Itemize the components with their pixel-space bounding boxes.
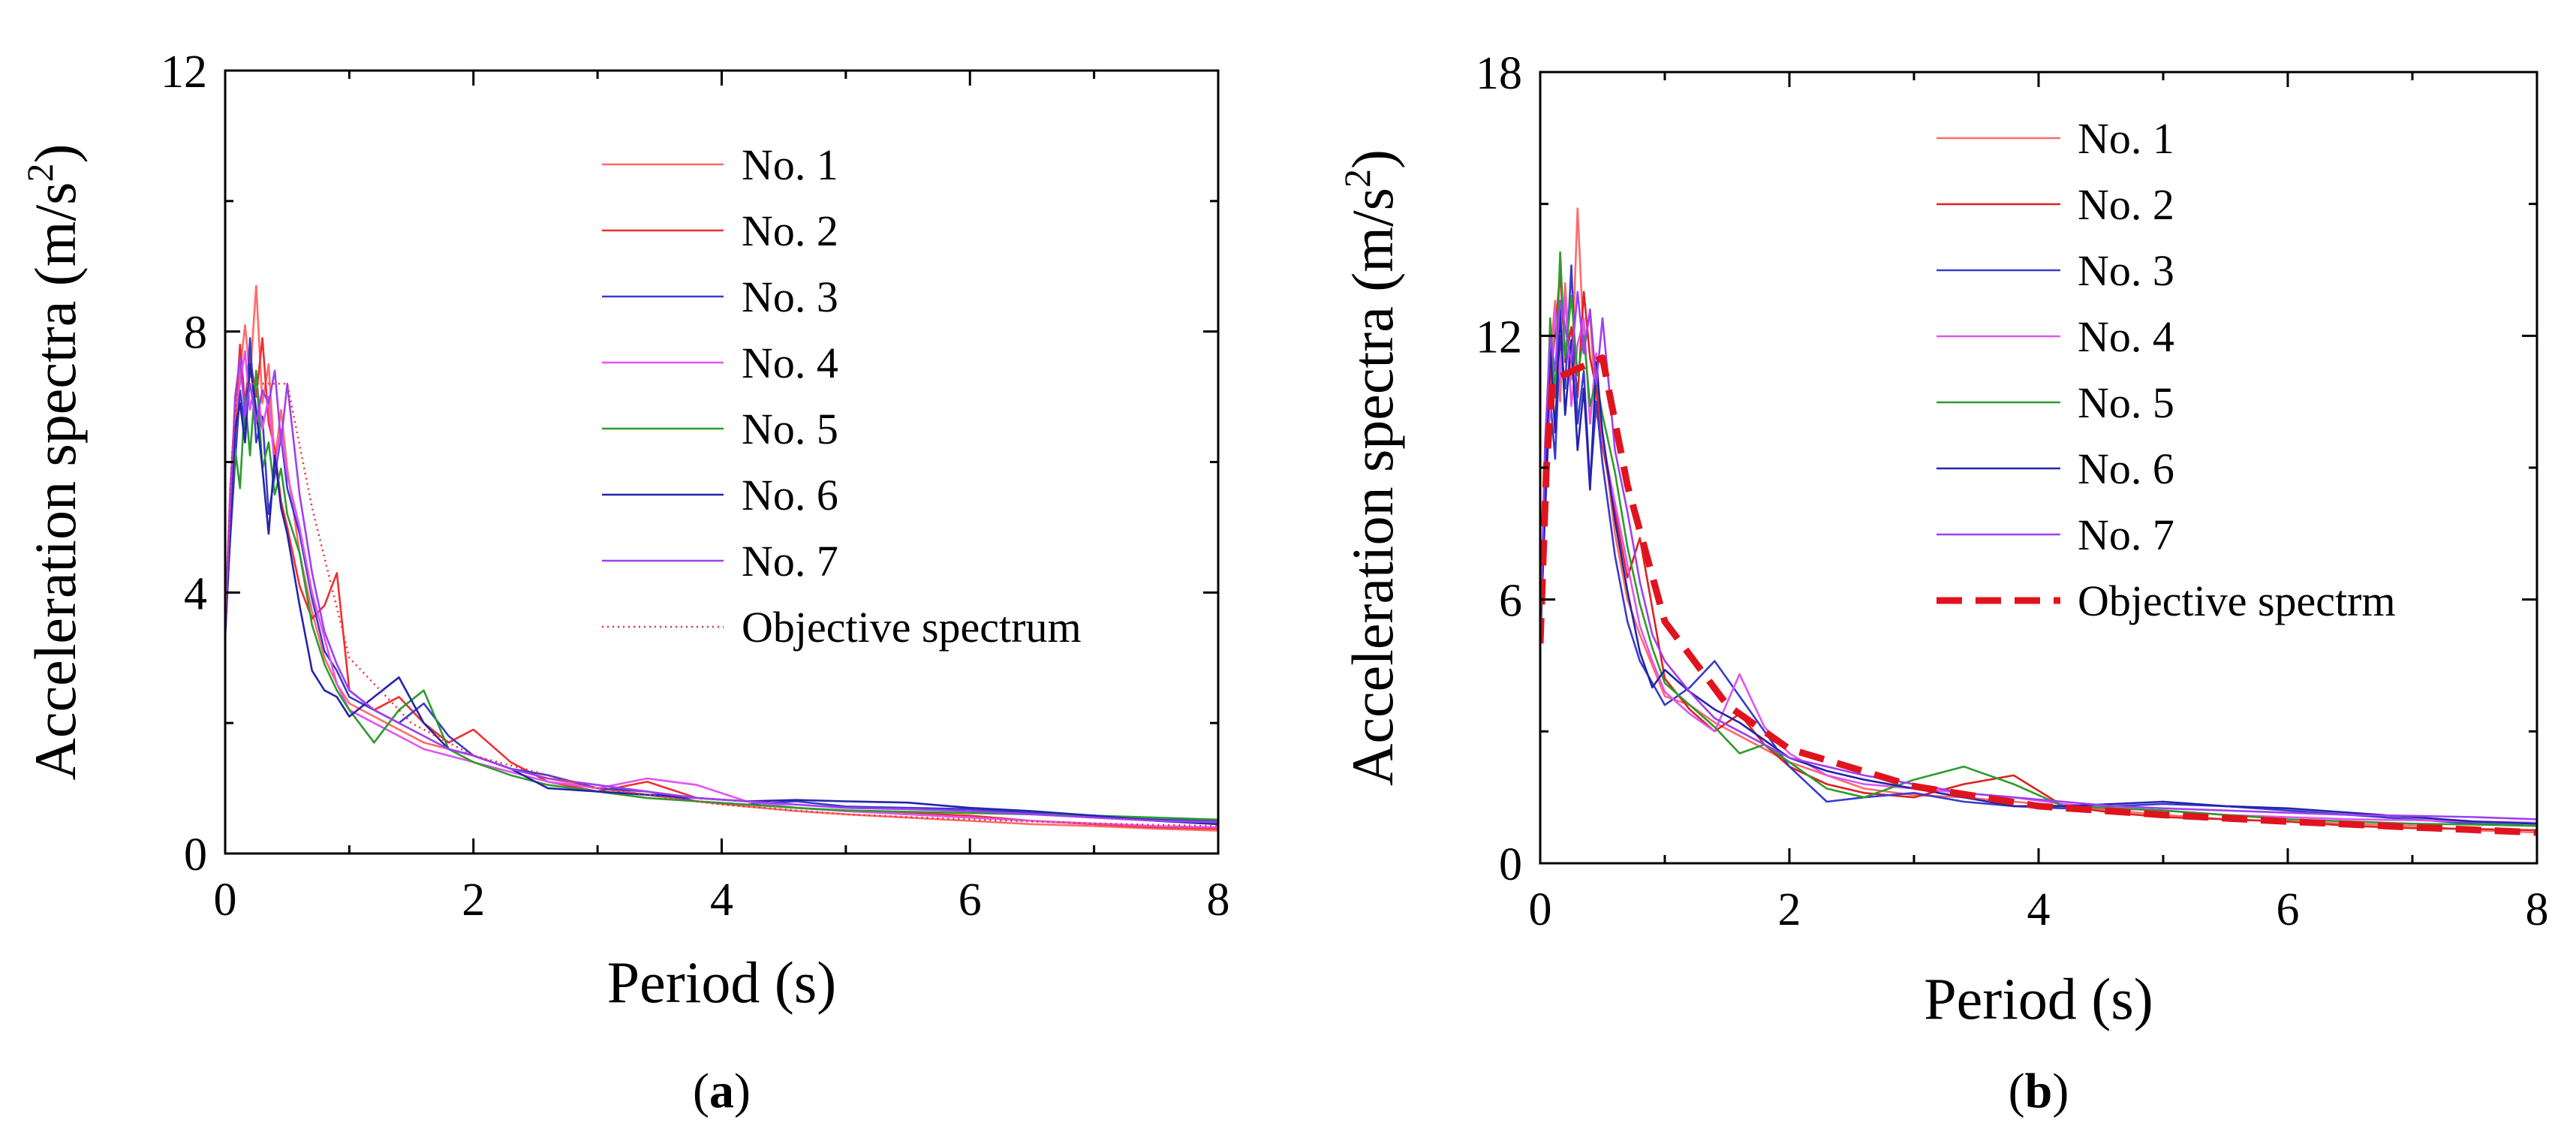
legend-label-8: Objective spectrm <box>2078 577 2396 625</box>
series-line-5 <box>1540 251 2537 827</box>
x-tick-label: 0 <box>214 875 237 926</box>
legend-label-5: No. 5 <box>2078 378 2174 427</box>
y-axis-title-close: ) <box>23 144 88 164</box>
legend-label-1: No. 1 <box>2078 114 2174 163</box>
x-tick-label: 4 <box>2027 884 2051 935</box>
series-line-7 <box>225 357 1218 823</box>
series-line-7 <box>1540 291 2537 820</box>
y-tick-label: 12 <box>161 47 207 98</box>
x-tick-label: 6 <box>958 875 982 926</box>
legend-label-2: No. 2 <box>742 206 838 255</box>
series-lines <box>225 285 1218 832</box>
series-line-1 <box>225 285 1218 832</box>
legend-label-1: No. 1 <box>742 140 838 189</box>
series-line-3 <box>1540 264 2537 827</box>
chart-panel-b: 0 2 4 6 8 0 6 12 18 Period (s) Acceleration spectr… <box>1336 48 2549 1118</box>
y-axis-title: Acceleration spectra (m/s2) <box>19 144 88 781</box>
legend-label-3: No. 3 <box>742 272 838 321</box>
y-axis-title-text: Acceleration spectra (m/s <box>1340 188 1405 786</box>
series-line-8 <box>1540 354 2537 836</box>
y-axis-title-text: Acceleration spectra (m/s <box>23 182 88 781</box>
legend-label-3: No. 3 <box>2078 246 2174 295</box>
panel-label-letter: a <box>709 1064 734 1118</box>
series-line-2 <box>1540 269 2537 832</box>
series-line-4 <box>225 350 1218 829</box>
legend-label-4: No. 4 <box>2078 312 2174 361</box>
legend-label-7: No. 7 <box>742 537 838 586</box>
panel-label-open: ( <box>693 1064 709 1118</box>
legend-label-6: No. 6 <box>742 471 838 519</box>
legend: No. 1 No. 2 No. 3 No. 4 No. 5 No. 6 No. 7 Objec… <box>1937 114 2396 625</box>
y-axis-title-superscript: 2 <box>19 164 61 182</box>
panel-label-close: ) <box>734 1064 751 1118</box>
series-line-3 <box>225 337 1218 822</box>
y-axis-title-superscript: 2 <box>1336 169 1378 188</box>
series-line-1 <box>1540 207 2537 834</box>
y-tick-label: 8 <box>184 308 207 359</box>
x-tick-label: 2 <box>1778 884 1801 935</box>
chart-panel-a: 0 2 4 6 8 0 4 8 12 Period (s) Acceleration spectra… <box>19 47 1230 1118</box>
panel-label-close: ) <box>2052 1064 2069 1118</box>
series-line-8 <box>225 382 1218 827</box>
x-axis-title: Period (s) <box>1924 966 2153 1031</box>
x-tick-label: 6 <box>2277 884 2300 935</box>
y-axis-title-close: ) <box>1340 149 1405 169</box>
legend-label-2: No. 2 <box>2078 180 2174 229</box>
y-tick-label: 18 <box>1476 48 1522 99</box>
panel-label-letter: b <box>2025 1064 2053 1118</box>
x-tick-label: 8 <box>2526 884 2549 935</box>
series-lines <box>1540 207 2537 836</box>
legend: No. 1 No. 2 No. 3 No. 4 No. 5 No. 6 No. 7 Objec… <box>602 140 1082 652</box>
legend-label-5: No. 5 <box>742 405 838 453</box>
series-line-2 <box>225 337 1218 830</box>
legend-label-7: No. 7 <box>2078 510 2174 559</box>
y-axis-title: Acceleration spectra (m/s2) <box>1336 149 1405 786</box>
panel-label: (b) <box>2009 1064 2069 1118</box>
x-tick-label: 4 <box>710 875 733 926</box>
legend-label-8: Objective spectrum <box>742 603 1082 652</box>
series-line-4 <box>1540 295 2537 824</box>
y-tick-label: 6 <box>1499 576 1522 627</box>
x-tick-label: 2 <box>462 875 485 926</box>
series-line-6 <box>225 363 1218 826</box>
x-tick-label: 0 <box>1529 884 1552 935</box>
legend-label-4: No. 4 <box>742 339 838 387</box>
plot-frame <box>224 69 1220 855</box>
x-tick-label: 8 <box>1207 875 1230 926</box>
y-tick-label: 0 <box>184 829 207 881</box>
panel-label: (a) <box>693 1064 751 1118</box>
x-axis-title: Period (s) <box>607 950 836 1015</box>
y-tick-label: 12 <box>1476 312 1522 363</box>
series-line-6 <box>1540 308 2537 825</box>
y-tick-label: 4 <box>184 568 207 619</box>
series-line-5 <box>225 369 1218 821</box>
legend-label-6: No. 6 <box>2078 444 2174 493</box>
y-tick-label: 0 <box>1499 839 1522 890</box>
panel-label-open: ( <box>2009 1064 2025 1118</box>
